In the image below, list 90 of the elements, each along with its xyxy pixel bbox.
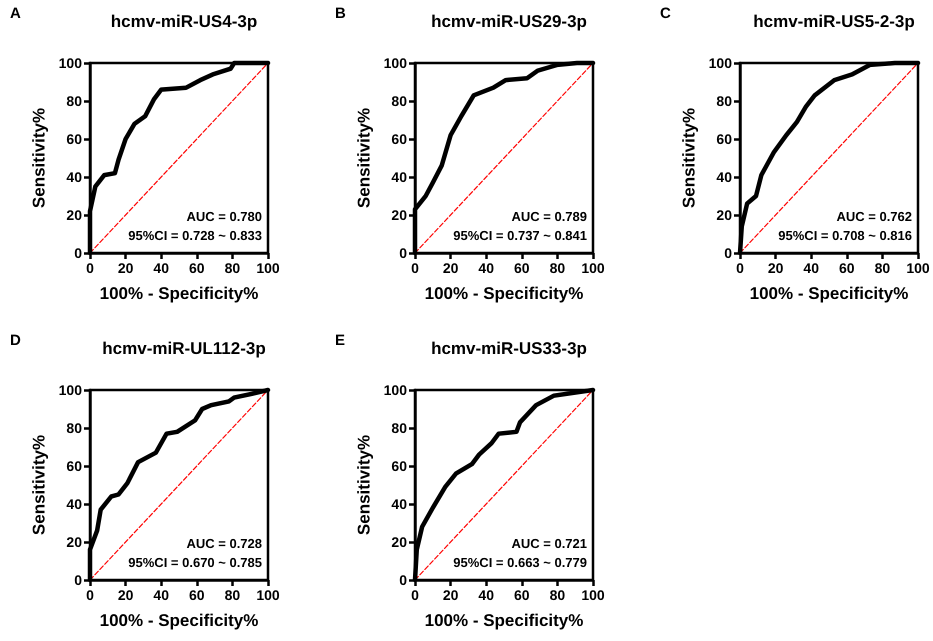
y-axis-title: Sensitivity% — [30, 434, 49, 536]
y-tick-label: 0 — [399, 572, 408, 588]
x-tick-label: 0 — [411, 260, 420, 276]
x-axis-title: 100% - Specificity% — [750, 284, 908, 303]
annotation: 95%CI = 0.708 ~ 0.816 — [778, 228, 912, 243]
text: D — [10, 332, 21, 349]
y-axis-title: Sensitivity% — [30, 108, 49, 208]
y-tick-label: 0 — [74, 572, 82, 588]
y-tick-label: 40 — [66, 169, 82, 185]
x-tick-label: 20 — [118, 260, 134, 276]
y-tick-label: 60 — [66, 458, 82, 474]
y-tick-label: 100 — [384, 382, 408, 398]
y-tick-label: 40 — [66, 496, 82, 512]
y-tick-label: 40 — [391, 169, 408, 185]
x-tick-label: 40 — [153, 260, 170, 276]
x-tick-label: 60 — [839, 260, 855, 276]
x-tick-label: 20 — [442, 260, 459, 276]
y-tick-label: 60 — [391, 458, 408, 474]
y-tick-label: 100 — [58, 382, 82, 398]
y-tick-label: 40 — [716, 169, 732, 185]
y-tick-label: 80 — [391, 93, 408, 109]
y-tick-label: 20 — [391, 534, 408, 550]
y-tick-label: 0 — [399, 245, 408, 261]
y-tick-label: 20 — [716, 207, 732, 223]
y-tick-label: 60 — [716, 131, 732, 147]
annotation: 95%CI = 0.728 ~ 0.833 — [128, 228, 262, 243]
text: B — [335, 5, 346, 22]
x-tick-label: 40 — [478, 260, 494, 276]
x-tick-label: 100 — [581, 260, 605, 276]
x-tick-label: 80 — [550, 260, 566, 276]
x-tick-label: 80 — [874, 260, 890, 276]
text: A — [10, 5, 21, 22]
annotation: AUC = 0.762 — [836, 209, 912, 224]
x-tick-label: 100 — [256, 260, 280, 276]
y-tick-label: 80 — [391, 420, 408, 436]
y-tick-label: 40 — [391, 496, 408, 512]
annotation: AUC = 0.721 — [511, 536, 587, 551]
chart-title: hcmv-miR-US29-3p — [431, 12, 587, 31]
y-tick-label: 80 — [66, 93, 82, 109]
x-axis-title: 100% - Specificity% — [100, 284, 258, 303]
x-tick-label: 60 — [189, 587, 205, 603]
chart-title: hcmv-miR-US4-3p — [110, 12, 258, 31]
y-axis-title: Sensitivity% — [354, 108, 374, 208]
x-tick-label: 60 — [189, 260, 205, 276]
x-tick-label: 0 — [86, 587, 94, 603]
x-tick-label: 100 — [256, 587, 280, 603]
y-tick-label: 0 — [74, 245, 82, 261]
chart-title: hcmv-miR-UL112-3p — [102, 339, 266, 358]
x-tick-label: 80 — [224, 260, 240, 276]
y-axis-title: Sensitivity% — [680, 108, 699, 208]
x-tick-label: 20 — [768, 260, 784, 276]
x-tick-label: 0 — [411, 587, 420, 603]
x-tick-label: 0 — [736, 260, 744, 276]
annotation: 95%CI = 0.670 ~ 0.785 — [128, 555, 262, 570]
y-tick-label: 100 — [384, 55, 408, 71]
x-tick-label: 20 — [442, 587, 459, 603]
y-tick-label: 20 — [66, 534, 82, 550]
x-tick-label: 80 — [224, 587, 240, 603]
y-axis-title: Sensitivity% — [354, 434, 374, 536]
annotation: AUC = 0.789 — [511, 209, 587, 224]
y-tick-label: 20 — [391, 207, 408, 223]
x-tick-label: 40 — [803, 260, 820, 276]
x-tick-label: 0 — [86, 260, 94, 276]
annotation: AUC = 0.780 — [186, 209, 262, 224]
text: C — [660, 5, 671, 22]
chart-title: hcmv-miR-US33-3p — [431, 339, 587, 358]
x-axis-title: 100% - Specificity% — [100, 611, 258, 630]
x-axis-title: 100% - Specificity% — [424, 284, 584, 303]
text: E — [335, 332, 346, 349]
annotation: 95%CI = 0.737 ~ 0.841 — [453, 228, 587, 243]
x-tick-label: 40 — [478, 587, 494, 603]
y-tick-label: 80 — [716, 93, 732, 109]
annotation: 95%CI = 0.663 ~ 0.779 — [453, 555, 587, 570]
y-tick-label: 60 — [391, 131, 408, 147]
y-tick-label: 80 — [66, 420, 82, 436]
chart-title: hcmv-miR-US5-2-3p — [753, 12, 915, 31]
x-tick-label: 60 — [514, 260, 530, 276]
y-tick-label: 0 — [724, 245, 732, 261]
x-tick-label: 40 — [153, 587, 170, 603]
x-tick-label: 80 — [550, 587, 566, 603]
y-tick-label: 100 — [58, 55, 82, 71]
y-tick-label: 60 — [66, 131, 82, 147]
x-tick-label: 100 — [906, 260, 930, 276]
x-tick-label: 60 — [514, 587, 530, 603]
x-tick-label: 100 — [581, 587, 605, 603]
y-tick-label: 100 — [708, 55, 732, 71]
x-tick-label: 20 — [118, 587, 134, 603]
x-axis-title: 100% - Specificity% — [424, 611, 584, 630]
annotation: AUC = 0.728 — [186, 536, 262, 551]
y-tick-label: 20 — [66, 207, 82, 223]
